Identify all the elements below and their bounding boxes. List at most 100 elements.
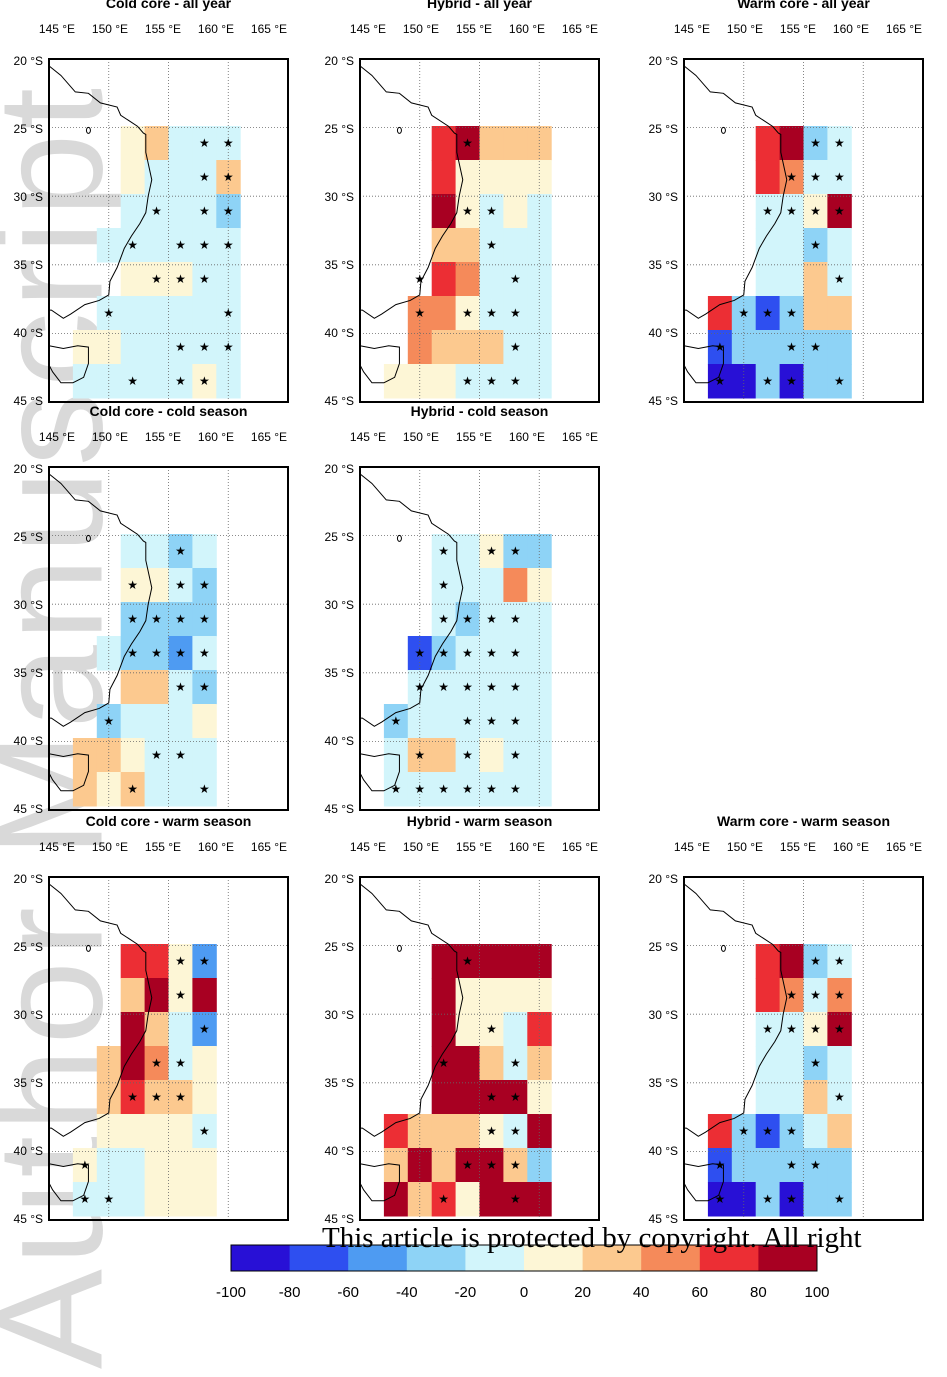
longitude-tick-label: 160 °E — [509, 22, 545, 36]
latitude-tick-label: 30 °S — [14, 1008, 43, 1022]
data-cell — [755, 126, 781, 161]
data-cell — [192, 568, 217, 603]
data-cell — [479, 1012, 504, 1047]
map-panel: ★ ★ ★ ★ ★ ★ ★ ★ ★ ★ ★ ★ ★ Hybrid - warm season 145 °E 1… — [325, 813, 600, 1226]
significance-star: ★ — [810, 136, 821, 150]
significance-star: ★ — [103, 1192, 114, 1206]
significance-star: ★ — [438, 612, 449, 626]
data-cell — [779, 1148, 804, 1183]
significance-star: ★ — [151, 272, 162, 286]
coastline — [683, 65, 788, 319]
significance-star: ★ — [510, 1056, 521, 1070]
longitude-tick-label: 145 °E — [674, 22, 710, 36]
data-cell — [144, 228, 169, 263]
significance-star: ★ — [486, 1022, 497, 1036]
significance-star: ★ — [462, 136, 473, 150]
data-cell — [479, 126, 504, 161]
data-cell — [192, 364, 217, 399]
latitude-tick-label: 25 °S — [14, 530, 43, 544]
data-cell — [192, 228, 217, 263]
data-cell — [707, 330, 733, 365]
data-cell — [707, 1148, 733, 1183]
data-cell — [527, 602, 552, 637]
significance-star: ★ — [762, 1022, 773, 1036]
significance-star: ★ — [834, 272, 845, 286]
data-cell — [192, 636, 217, 671]
longitude-tick-label: 145 °E — [350, 840, 386, 854]
data-cell — [779, 944, 804, 979]
data-cell — [168, 1148, 193, 1183]
data-cell — [192, 772, 217, 807]
data-cell — [803, 126, 828, 161]
significance-star: ★ — [390, 714, 401, 728]
significance-star: ★ — [834, 1022, 845, 1036]
significance-star: ★ — [510, 612, 521, 626]
data-cell — [803, 228, 828, 263]
data-cell — [503, 126, 528, 161]
latitude-tick-label: 20 °S — [325, 54, 354, 68]
data-cell — [827, 944, 852, 979]
latitude-tick-label: 40 °S — [325, 1144, 354, 1158]
longitude-tick-label: 145 °E — [350, 430, 386, 444]
significance-star: ★ — [762, 204, 773, 218]
latitude-tick-label: 30 °S — [649, 190, 678, 204]
significance-star: ★ — [223, 238, 234, 252]
data-cell — [431, 772, 457, 807]
latitude-tick-label: 35 °S — [649, 1076, 678, 1090]
data-cell — [527, 194, 552, 229]
significance-star: ★ — [175, 544, 186, 558]
data-cell — [144, 1148, 169, 1183]
data-cell — [455, 670, 480, 705]
data-cell — [479, 568, 504, 603]
data-cell — [120, 1080, 146, 1115]
latitude-tick-label: 20 °S — [325, 872, 354, 886]
significance-star: ★ — [438, 782, 449, 796]
fraser-island — [85, 534, 91, 542]
significance-star: ★ — [223, 306, 234, 320]
longitude-tick-label: 160 °E — [509, 430, 545, 444]
significance-star: ★ — [486, 1124, 497, 1138]
significance-star: ★ — [79, 1192, 90, 1206]
significance-star: ★ — [486, 1158, 497, 1172]
significance-star: ★ — [390, 782, 401, 796]
longitude-tick-label: 150 °E — [403, 430, 439, 444]
data-cell — [527, 1012, 552, 1047]
colorbar-swatch — [758, 1245, 818, 1271]
map-panel: ★ ★ ★ ★ ★ ★ ★ ★ ★ ★ ★ ★ ★ ★ ★ ★ ★ ★ ★ Cold core - cold seas… — [14, 403, 289, 816]
data-cell — [144, 1046, 169, 1081]
data-cell — [407, 364, 433, 399]
data-cell — [527, 296, 552, 331]
coastline — [683, 883, 788, 1137]
significance-star: ★ — [199, 340, 210, 354]
data-cell — [192, 1012, 217, 1047]
significance-star: ★ — [103, 306, 114, 320]
data-cell — [192, 194, 217, 229]
colorbar-swatch — [641, 1245, 701, 1271]
tasmania-coastline — [683, 345, 724, 384]
significance-star: ★ — [103, 714, 114, 728]
data-cell — [455, 194, 480, 229]
significance-star: ★ — [175, 748, 186, 762]
longitude-tick-label: 155 °E — [780, 840, 816, 854]
significance-star: ★ — [810, 170, 821, 184]
data-cell — [431, 1182, 457, 1217]
significance-star: ★ — [810, 238, 821, 252]
significance-star: ★ — [438, 646, 449, 660]
data-cell — [120, 738, 146, 773]
data-cell — [455, 126, 480, 161]
data-cell — [779, 1046, 804, 1081]
significance-star: ★ — [462, 782, 473, 796]
data-cell — [192, 1182, 217, 1217]
data-cell — [527, 978, 552, 1013]
data-cell — [168, 126, 193, 161]
data-cell — [431, 1114, 457, 1149]
latitude-tick-label: 40 °S — [325, 734, 354, 748]
data-cell — [779, 194, 804, 229]
data-cell — [144, 364, 169, 399]
data-cell — [120, 262, 146, 297]
panel-title: Warm core - all year — [737, 0, 870, 11]
data-cell — [479, 296, 504, 331]
map-panel: ★ ★ ★ ★ ★ ★ ★ ★ ★ ★ ★ ★ ★ ★ ★ ★ ★ ★ ★ ★ ★ ★ Cold core - all ye… — [14, 0, 289, 408]
data-cell — [755, 330, 781, 365]
significance-star: ★ — [462, 306, 473, 320]
